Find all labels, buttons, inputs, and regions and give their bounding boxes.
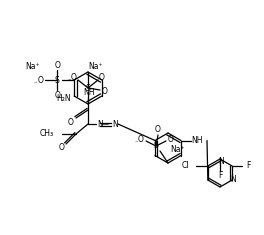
Text: NH: NH xyxy=(83,87,95,97)
Text: S: S xyxy=(154,141,158,150)
Text: ⁻: ⁻ xyxy=(134,140,138,146)
Text: O: O xyxy=(155,125,161,134)
Text: Na⁺: Na⁺ xyxy=(171,145,185,153)
Text: S: S xyxy=(86,83,90,93)
Text: O: O xyxy=(37,75,43,85)
Text: O: O xyxy=(71,73,77,82)
Text: N: N xyxy=(230,175,236,184)
Text: O: O xyxy=(99,73,105,82)
Text: O: O xyxy=(54,60,60,70)
Text: Cl: Cl xyxy=(181,161,189,171)
Text: O: O xyxy=(59,144,65,153)
Text: N: N xyxy=(97,120,103,129)
Text: N: N xyxy=(218,157,224,165)
Text: S: S xyxy=(55,75,59,85)
Text: H₂N: H₂N xyxy=(56,94,71,102)
Text: F: F xyxy=(246,161,251,171)
Text: O: O xyxy=(102,86,108,95)
Text: Na⁺: Na⁺ xyxy=(25,62,39,70)
Text: ⁻: ⁻ xyxy=(33,81,37,87)
Text: F: F xyxy=(218,172,222,180)
Text: O: O xyxy=(138,134,144,144)
Text: Na⁺: Na⁺ xyxy=(89,62,103,70)
Text: ⁻: ⁻ xyxy=(67,78,71,84)
Text: N: N xyxy=(112,120,118,129)
Text: O: O xyxy=(168,134,174,144)
Text: NH: NH xyxy=(191,136,203,145)
Text: O: O xyxy=(54,90,60,99)
Text: CH₃: CH₃ xyxy=(40,129,54,138)
Text: O: O xyxy=(68,118,74,126)
